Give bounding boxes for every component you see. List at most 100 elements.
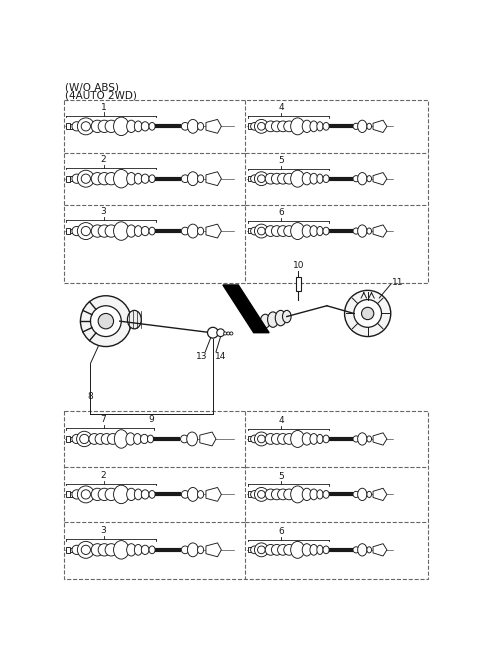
- Circle shape: [254, 172, 268, 185]
- Ellipse shape: [323, 546, 329, 553]
- Ellipse shape: [188, 543, 198, 557]
- Ellipse shape: [358, 172, 367, 185]
- Ellipse shape: [367, 547, 372, 553]
- Circle shape: [265, 544, 276, 555]
- Ellipse shape: [358, 120, 367, 132]
- Ellipse shape: [310, 121, 318, 132]
- Text: 13: 13: [196, 352, 208, 361]
- Ellipse shape: [310, 544, 318, 555]
- Circle shape: [265, 226, 276, 236]
- Ellipse shape: [310, 226, 318, 236]
- Ellipse shape: [358, 544, 367, 556]
- Text: 4: 4: [278, 103, 284, 113]
- Circle shape: [254, 224, 268, 238]
- Circle shape: [258, 491, 265, 498]
- Circle shape: [77, 486, 94, 503]
- Circle shape: [277, 434, 288, 444]
- Circle shape: [101, 434, 112, 444]
- Circle shape: [98, 120, 110, 132]
- Ellipse shape: [302, 120, 312, 132]
- Text: 4: 4: [278, 416, 284, 425]
- Ellipse shape: [114, 540, 129, 559]
- Circle shape: [265, 489, 276, 500]
- Circle shape: [72, 122, 81, 131]
- Circle shape: [81, 227, 90, 236]
- Circle shape: [265, 434, 276, 444]
- Ellipse shape: [267, 312, 278, 328]
- Circle shape: [90, 306, 121, 337]
- Circle shape: [181, 227, 189, 235]
- Ellipse shape: [149, 122, 155, 130]
- Ellipse shape: [114, 430, 128, 448]
- Circle shape: [271, 544, 282, 555]
- Circle shape: [251, 227, 258, 235]
- Circle shape: [224, 332, 227, 335]
- Circle shape: [284, 226, 295, 236]
- Polygon shape: [200, 432, 216, 446]
- Polygon shape: [373, 544, 387, 556]
- Ellipse shape: [197, 491, 204, 498]
- Circle shape: [181, 122, 189, 130]
- Circle shape: [81, 296, 131, 346]
- Text: 5: 5: [278, 156, 284, 165]
- Text: (4AUTO 2WD): (4AUTO 2WD): [65, 91, 137, 101]
- Ellipse shape: [147, 435, 154, 443]
- Ellipse shape: [141, 174, 149, 183]
- Ellipse shape: [134, 489, 142, 500]
- Ellipse shape: [317, 434, 323, 443]
- Circle shape: [271, 121, 282, 132]
- Ellipse shape: [317, 122, 323, 131]
- Polygon shape: [373, 433, 387, 445]
- Circle shape: [77, 223, 94, 240]
- Circle shape: [181, 491, 189, 498]
- Polygon shape: [373, 488, 387, 500]
- Text: 3: 3: [101, 208, 107, 216]
- Bar: [71, 492, 73, 496]
- Circle shape: [251, 122, 258, 130]
- Circle shape: [258, 435, 265, 443]
- Circle shape: [105, 120, 118, 132]
- Polygon shape: [223, 285, 269, 333]
- Ellipse shape: [367, 436, 372, 442]
- Circle shape: [284, 121, 295, 132]
- Ellipse shape: [127, 310, 141, 329]
- Circle shape: [180, 435, 188, 443]
- Bar: [66, 547, 70, 553]
- Ellipse shape: [197, 227, 204, 235]
- Ellipse shape: [149, 546, 155, 553]
- Circle shape: [271, 434, 282, 444]
- Polygon shape: [206, 119, 221, 133]
- Circle shape: [77, 431, 92, 447]
- Circle shape: [271, 174, 282, 184]
- Circle shape: [91, 225, 104, 237]
- Circle shape: [98, 488, 110, 500]
- Text: (W/O ABS): (W/O ABS): [65, 83, 119, 92]
- Ellipse shape: [310, 434, 318, 444]
- Ellipse shape: [134, 544, 142, 555]
- Ellipse shape: [291, 170, 304, 187]
- Circle shape: [72, 174, 81, 183]
- Ellipse shape: [323, 122, 329, 130]
- Circle shape: [277, 226, 288, 236]
- Ellipse shape: [367, 228, 372, 234]
- Circle shape: [265, 121, 276, 132]
- Circle shape: [251, 175, 258, 183]
- Circle shape: [277, 544, 288, 555]
- Ellipse shape: [317, 545, 323, 555]
- Circle shape: [254, 543, 268, 557]
- Bar: [296, 277, 300, 291]
- Ellipse shape: [291, 118, 304, 135]
- Circle shape: [353, 547, 359, 553]
- Text: 6: 6: [278, 527, 284, 536]
- Ellipse shape: [317, 227, 323, 236]
- Circle shape: [258, 546, 265, 553]
- Bar: [71, 548, 73, 552]
- Text: 6: 6: [278, 208, 284, 217]
- Circle shape: [181, 546, 189, 553]
- Circle shape: [265, 174, 276, 184]
- Bar: [71, 229, 73, 233]
- Circle shape: [72, 545, 81, 555]
- Ellipse shape: [127, 120, 136, 132]
- Bar: [248, 491, 252, 496]
- Ellipse shape: [302, 172, 312, 185]
